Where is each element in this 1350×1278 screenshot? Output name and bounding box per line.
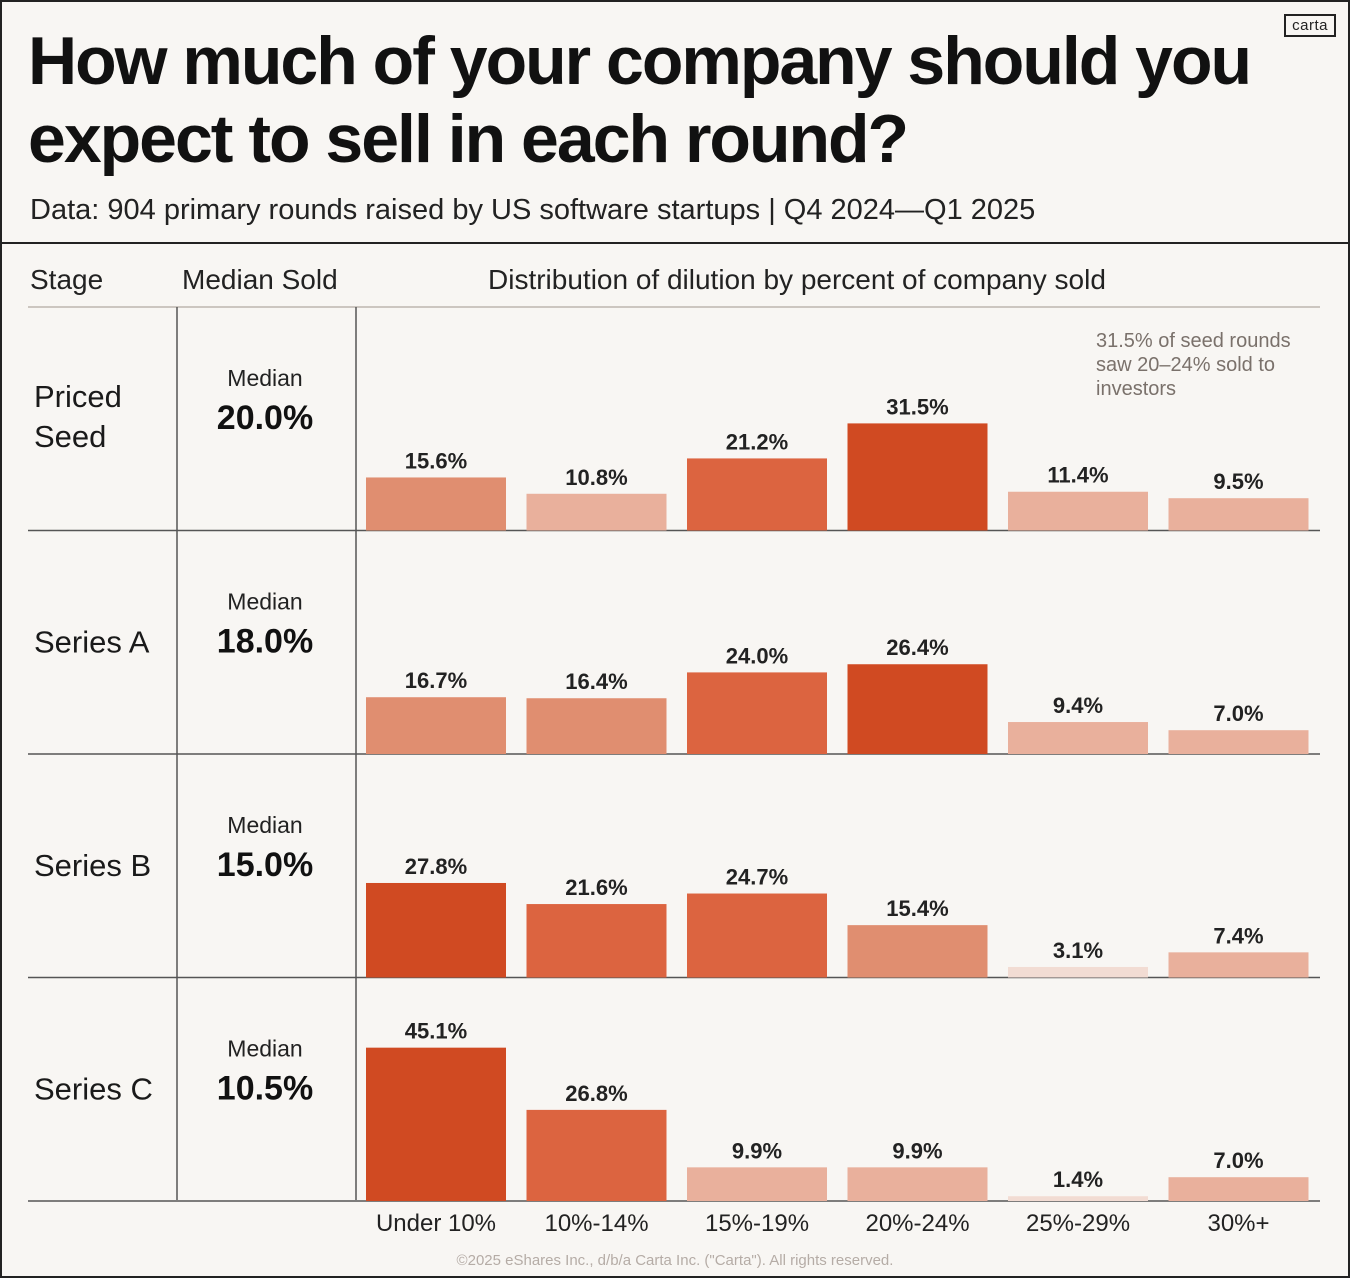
series-a-bar: [1168, 730, 1309, 754]
subtitle: Data: 904 primary rounds raised by US so…: [30, 194, 1036, 226]
page-title: How much of your company should you expe…: [28, 23, 1252, 177]
series-a-bar: [366, 697, 506, 754]
series-a-bar-value-label: 26.4%: [886, 635, 948, 660]
series-b-bar-value-label: 24.7%: [726, 865, 788, 890]
distribution-column-header: Distribution of dilution by percent of c…: [488, 264, 1106, 295]
x-axis-tick-label: 20%-24%: [865, 1210, 969, 1237]
priced-seed-stage-label: Seed: [34, 419, 106, 454]
series-a-bar-value-label: 16.7%: [405, 668, 467, 693]
x-axis-tick-label: 30%+: [1207, 1210, 1269, 1237]
priced-seed-bar: [687, 458, 827, 531]
x-axis-tick-label: Under 10%: [376, 1210, 496, 1237]
priced-seed-median-value: 20.0%: [217, 399, 313, 437]
median-column-header: Median Sold: [182, 264, 338, 295]
series-c-bar: [847, 1167, 988, 1201]
series-b-bar: [526, 904, 667, 978]
series-c-bar-value-label: 1.4%: [1053, 1167, 1103, 1192]
x-axis-tick-label: 10%-14%: [544, 1210, 648, 1237]
priced-seed-bar-value-label: 31.5%: [886, 394, 948, 419]
series-b-bar-value-label: 21.6%: [565, 875, 627, 900]
series-b-bar: [1168, 952, 1309, 978]
priced-seed-bar: [847, 423, 988, 531]
series-b-bar-value-label: 15.4%: [886, 896, 948, 921]
series-b-bar: [366, 882, 506, 978]
series-a-bar: [687, 672, 827, 754]
series-c-bar-value-label: 9.9%: [892, 1138, 942, 1163]
series-a-bar-value-label: 16.4%: [565, 669, 627, 694]
series-c-bar: [1168, 1177, 1309, 1201]
series-b-bar-value-label: 27.8%: [405, 854, 467, 879]
copyright-footer: ©2025 eShares Inc., d/b/a Carta Inc. ("C…: [456, 1252, 894, 1269]
series-c-bar: [687, 1167, 827, 1201]
series-c-median-value: 10.5%: [217, 1069, 313, 1107]
series-a-bar-value-label: 9.4%: [1053, 693, 1103, 718]
priced-seed-median-caption: Median: [227, 365, 302, 391]
series-c-bar-value-label: 26.8%: [565, 1081, 627, 1106]
priced-seed-bar: [526, 493, 667, 531]
stage-column-header: Stage: [30, 264, 104, 295]
series-b-bar: [847, 925, 988, 978]
series-a-stage-label: Series A: [34, 624, 150, 659]
series-a-bar: [1008, 722, 1148, 754]
series-a-bar: [847, 664, 988, 754]
series-a-median-caption: Median: [227, 588, 302, 614]
series-b-stage-label: Series B: [34, 848, 151, 883]
series-b-median-value: 15.0%: [217, 846, 313, 884]
series-c-stage-label: Series C: [34, 1071, 153, 1106]
x-axis-tick-label: 15%-19%: [705, 1210, 809, 1237]
series-c-bar: [1008, 1196, 1148, 1201]
series-a-bar: [526, 698, 667, 754]
seed-annotation-line: saw 20–24% sold to: [1096, 354, 1275, 376]
series-c-bar-value-label: 45.1%: [405, 1019, 467, 1044]
priced-seed-bar-value-label: 10.8%: [565, 465, 627, 490]
carta-logo: carta: [1284, 14, 1336, 37]
series-b-bar-value-label: 3.1%: [1053, 938, 1103, 963]
priced-seed-stage-label: Priced: [34, 379, 122, 414]
series-a-bar-value-label: 7.0%: [1213, 701, 1263, 726]
priced-seed-bar-value-label: 15.6%: [405, 448, 467, 473]
series-b-bar-value-label: 7.4%: [1213, 923, 1263, 948]
series-b-bar: [687, 893, 827, 978]
priced-seed-bar: [1168, 498, 1309, 531]
seed-annotation-line: 31.5% of seed rounds: [1096, 330, 1291, 352]
priced-seed-bar: [1008, 491, 1148, 531]
seed-annotation-line: investors: [1096, 378, 1176, 400]
series-c-bar: [366, 1047, 506, 1201]
priced-seed-bar-value-label: 11.4%: [1047, 463, 1108, 488]
series-c-bar: [526, 1109, 667, 1201]
series-b-median-caption: Median: [227, 812, 302, 838]
series-b-bar: [1008, 966, 1148, 978]
priced-seed-bar-value-label: 21.2%: [726, 429, 788, 454]
series-c-bar-value-label: 9.9%: [732, 1138, 782, 1163]
series-a-median-value: 18.0%: [217, 622, 313, 660]
series-a-bar-value-label: 24.0%: [726, 643, 788, 668]
x-axis-tick-label: 25%-29%: [1026, 1210, 1130, 1237]
series-c-bar-value-label: 7.0%: [1213, 1148, 1263, 1173]
header-divider: [2, 242, 1348, 244]
priced-seed-bar-value-label: 9.5%: [1213, 469, 1263, 494]
priced-seed-bar: [366, 477, 506, 531]
series-c-median-caption: Median: [227, 1035, 302, 1061]
